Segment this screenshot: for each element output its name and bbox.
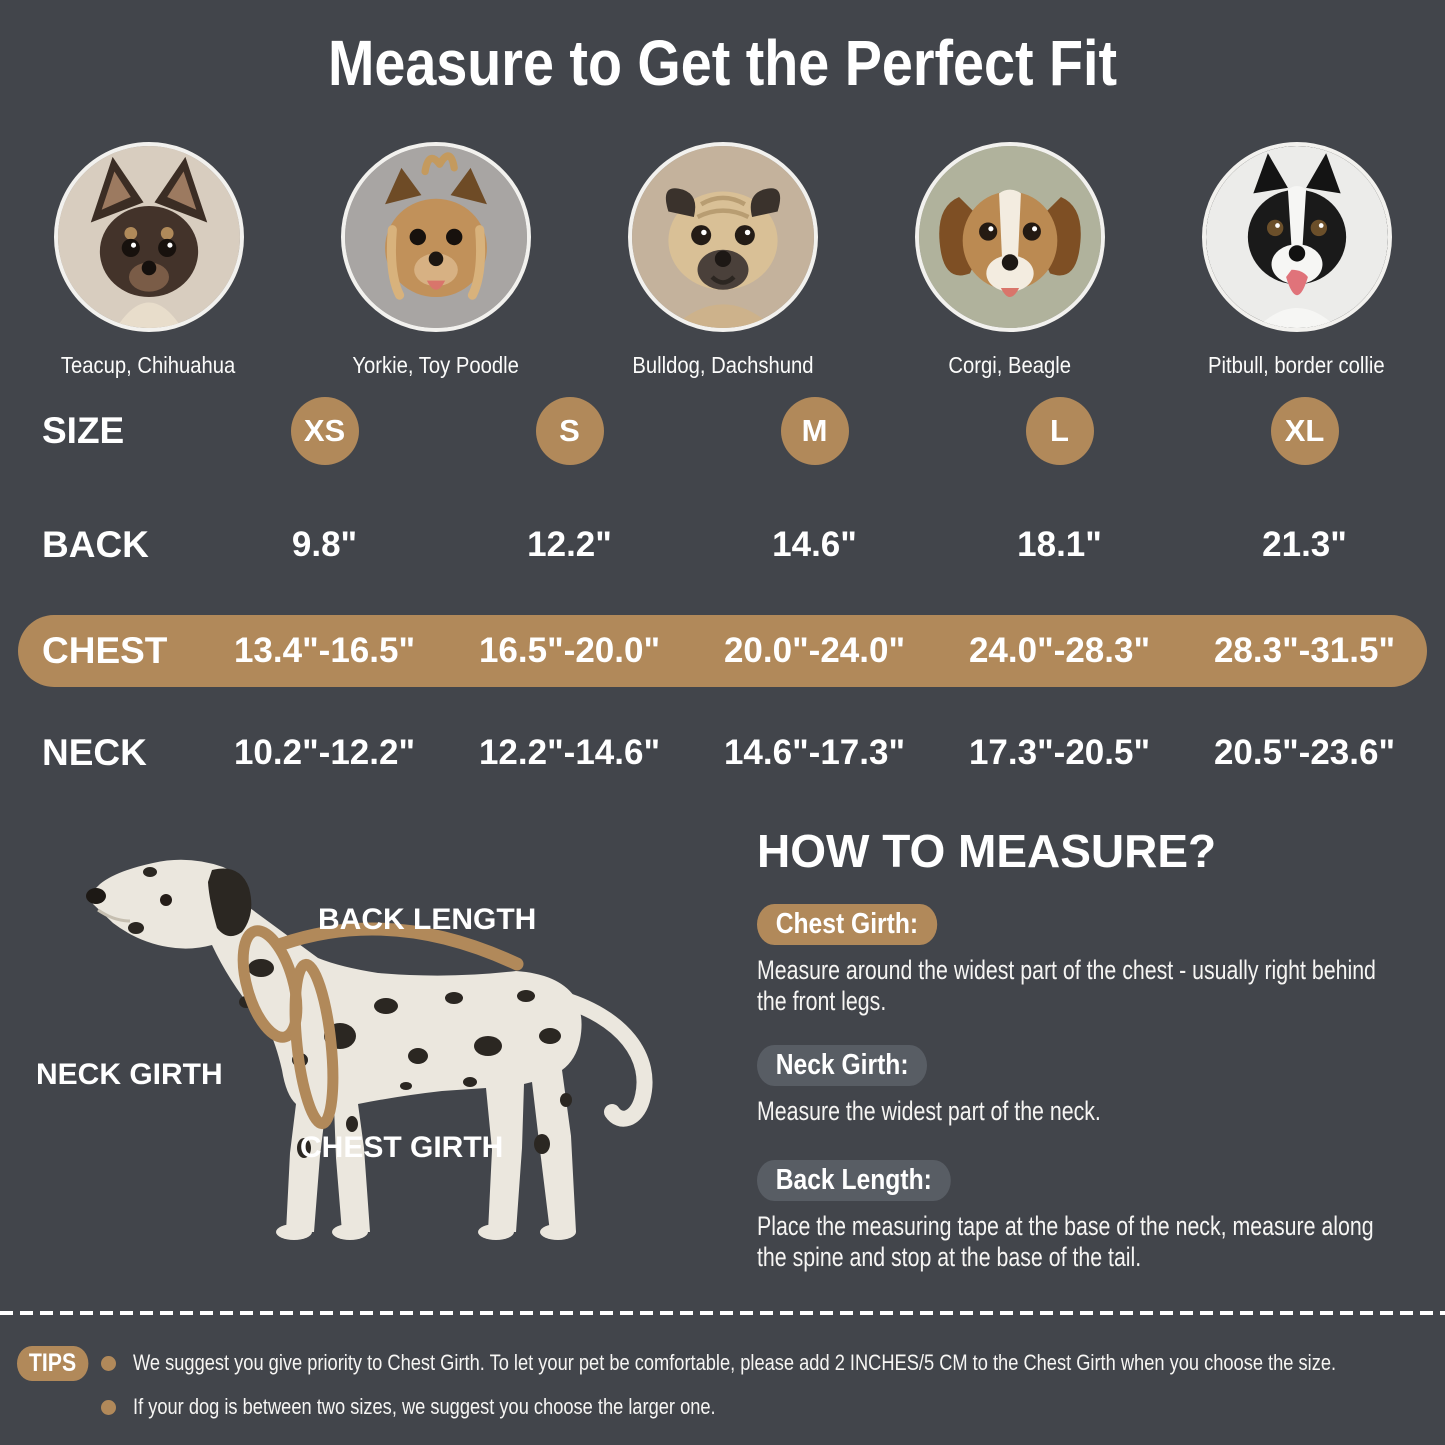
border-collie-dog-icon xyxy=(1205,146,1388,328)
table-cell: S xyxy=(447,397,692,465)
table-cell: 13.4"-16.5" xyxy=(233,631,416,670)
chihuahua-photo xyxy=(53,142,244,332)
back-length-arc xyxy=(275,922,524,971)
dalmatian-measure-diagram xyxy=(86,859,653,1240)
tips-badge: TIPS xyxy=(17,1346,89,1381)
table-cell: 12.2"-14.6" xyxy=(478,733,661,772)
table-cell: 21.3" xyxy=(1262,525,1347,564)
table-cell: L xyxy=(937,397,1182,465)
yorkie-dog-icon xyxy=(344,146,527,328)
table-cell: 14.6" xyxy=(772,525,857,564)
chest-girth-instructions: Measure around the widest part of the ch… xyxy=(757,955,1376,1017)
table-cell: 12.2" xyxy=(527,525,612,564)
size-badge-l: L xyxy=(1025,397,1094,465)
neck-girth-label: NECK GIRTH xyxy=(36,1058,223,1091)
tip-text: We suggest you give priority to Chest Gi… xyxy=(133,1350,1337,1375)
how-to-measure-section: HOW TO MEASURE? Chest Girth: Measure aro… xyxy=(757,824,1437,1273)
chihuahua-dog-icon xyxy=(57,146,240,328)
chest-girth-band xyxy=(289,958,339,1130)
table-cell: M xyxy=(692,397,937,465)
table-cell: 17.3"-20.5" xyxy=(968,733,1151,772)
table-cell: 16.5"-20.0" xyxy=(478,631,661,670)
table-cell: 20.0"-24.0" xyxy=(723,631,906,670)
bullet-dot-icon xyxy=(101,1356,116,1371)
size-badge-s: S xyxy=(535,397,604,465)
size-badge-xs: XS xyxy=(290,397,359,465)
breed-label: Yorkie, Toy Poodle xyxy=(352,352,519,378)
back-length-badge: Back Length: xyxy=(757,1160,951,1202)
neck-girth-instructions: Measure the widest part of the neck. xyxy=(757,1096,1101,1127)
breed-label: Bulldog, Dachshund xyxy=(631,352,814,378)
row-label-size: SIZE xyxy=(42,410,125,451)
tip-item: We suggest you give priority to Chest Gi… xyxy=(101,1350,1445,1376)
pug-dog-icon xyxy=(631,146,814,328)
breed-label: Teacup, Chihuahua xyxy=(61,352,236,378)
table-cell: XS xyxy=(202,397,447,465)
tip-text: If your dog is between two sizes, we sug… xyxy=(133,1394,716,1419)
beagle-dog-icon xyxy=(918,146,1101,328)
row-label-back: BACK xyxy=(42,524,149,565)
table-cell: 20.5"-23.6" xyxy=(1213,733,1396,772)
bulldog-photo xyxy=(627,142,818,332)
breed-item: Teacup, Chihuahua xyxy=(53,142,244,379)
breed-item: Bulldog, Dachshund xyxy=(627,142,818,379)
table-row-back: BACK 9.8" 12.2" 14.6" 18.1" 21.3" xyxy=(18,511,1427,579)
breed-item: Yorkie, Toy Poodle xyxy=(340,142,531,379)
breed-label: Pitbull, border collie xyxy=(1208,352,1385,378)
bullet-dot-icon xyxy=(101,1400,116,1415)
breed-item: Corgi, Beagle xyxy=(914,142,1105,379)
page-title: Measure to Get the Perfect Fit xyxy=(328,27,1117,99)
border-collie-photo xyxy=(1201,142,1392,332)
chest-girth-badge: Chest Girth: xyxy=(757,904,937,945)
breed-item: Pitbull, border collie xyxy=(1201,142,1392,379)
neck-girth-badge: Neck Girth: xyxy=(757,1045,928,1087)
table-cell: 24.0"-28.3" xyxy=(968,631,1151,670)
row-label-chest: CHEST xyxy=(42,630,168,671)
tip-item: If your dog is between two sizes, we sug… xyxy=(101,1394,835,1420)
breed-label: Corgi, Beagle xyxy=(948,352,1071,378)
back-length-label: BACK LENGTH xyxy=(318,903,537,936)
back-length-instructions: Place the measuring tape at the base of … xyxy=(757,1211,1374,1273)
table-cell: XL xyxy=(1182,397,1427,465)
table-cell: 10.2"-12.2" xyxy=(233,733,416,772)
table-cell: 18.1" xyxy=(1017,525,1102,564)
table-row-chest-highlight: CHEST 13.4"-16.5" 16.5"-20.0" 20.0"-24.0… xyxy=(18,615,1427,687)
neck-girth-band xyxy=(237,925,303,1043)
row-label-neck: NECK xyxy=(42,732,147,773)
size-badge-m: M xyxy=(780,397,849,465)
chest-girth-label: CHEST GIRTH xyxy=(300,1131,504,1164)
table-cell: 9.8" xyxy=(291,525,358,564)
beagle-photo xyxy=(914,142,1105,332)
table-row-neck: NECK 10.2"-12.2" 12.2"-14.6" 14.6"-17.3"… xyxy=(18,717,1427,789)
table-cell: 14.6"-17.3" xyxy=(723,733,906,772)
table-row-size: SIZE XS S M L XL xyxy=(18,397,1427,465)
size-badge-xl: XL xyxy=(1270,397,1339,465)
table-cell: 28.3"-31.5" xyxy=(1213,631,1396,670)
yorkie-photo xyxy=(340,142,531,332)
breed-row: Teacup, Chihuahua Yorkie, Toy Poodle xyxy=(0,142,1445,379)
how-to-measure-title: HOW TO MEASURE? xyxy=(757,825,1217,877)
dashed-divider xyxy=(0,1311,1445,1315)
